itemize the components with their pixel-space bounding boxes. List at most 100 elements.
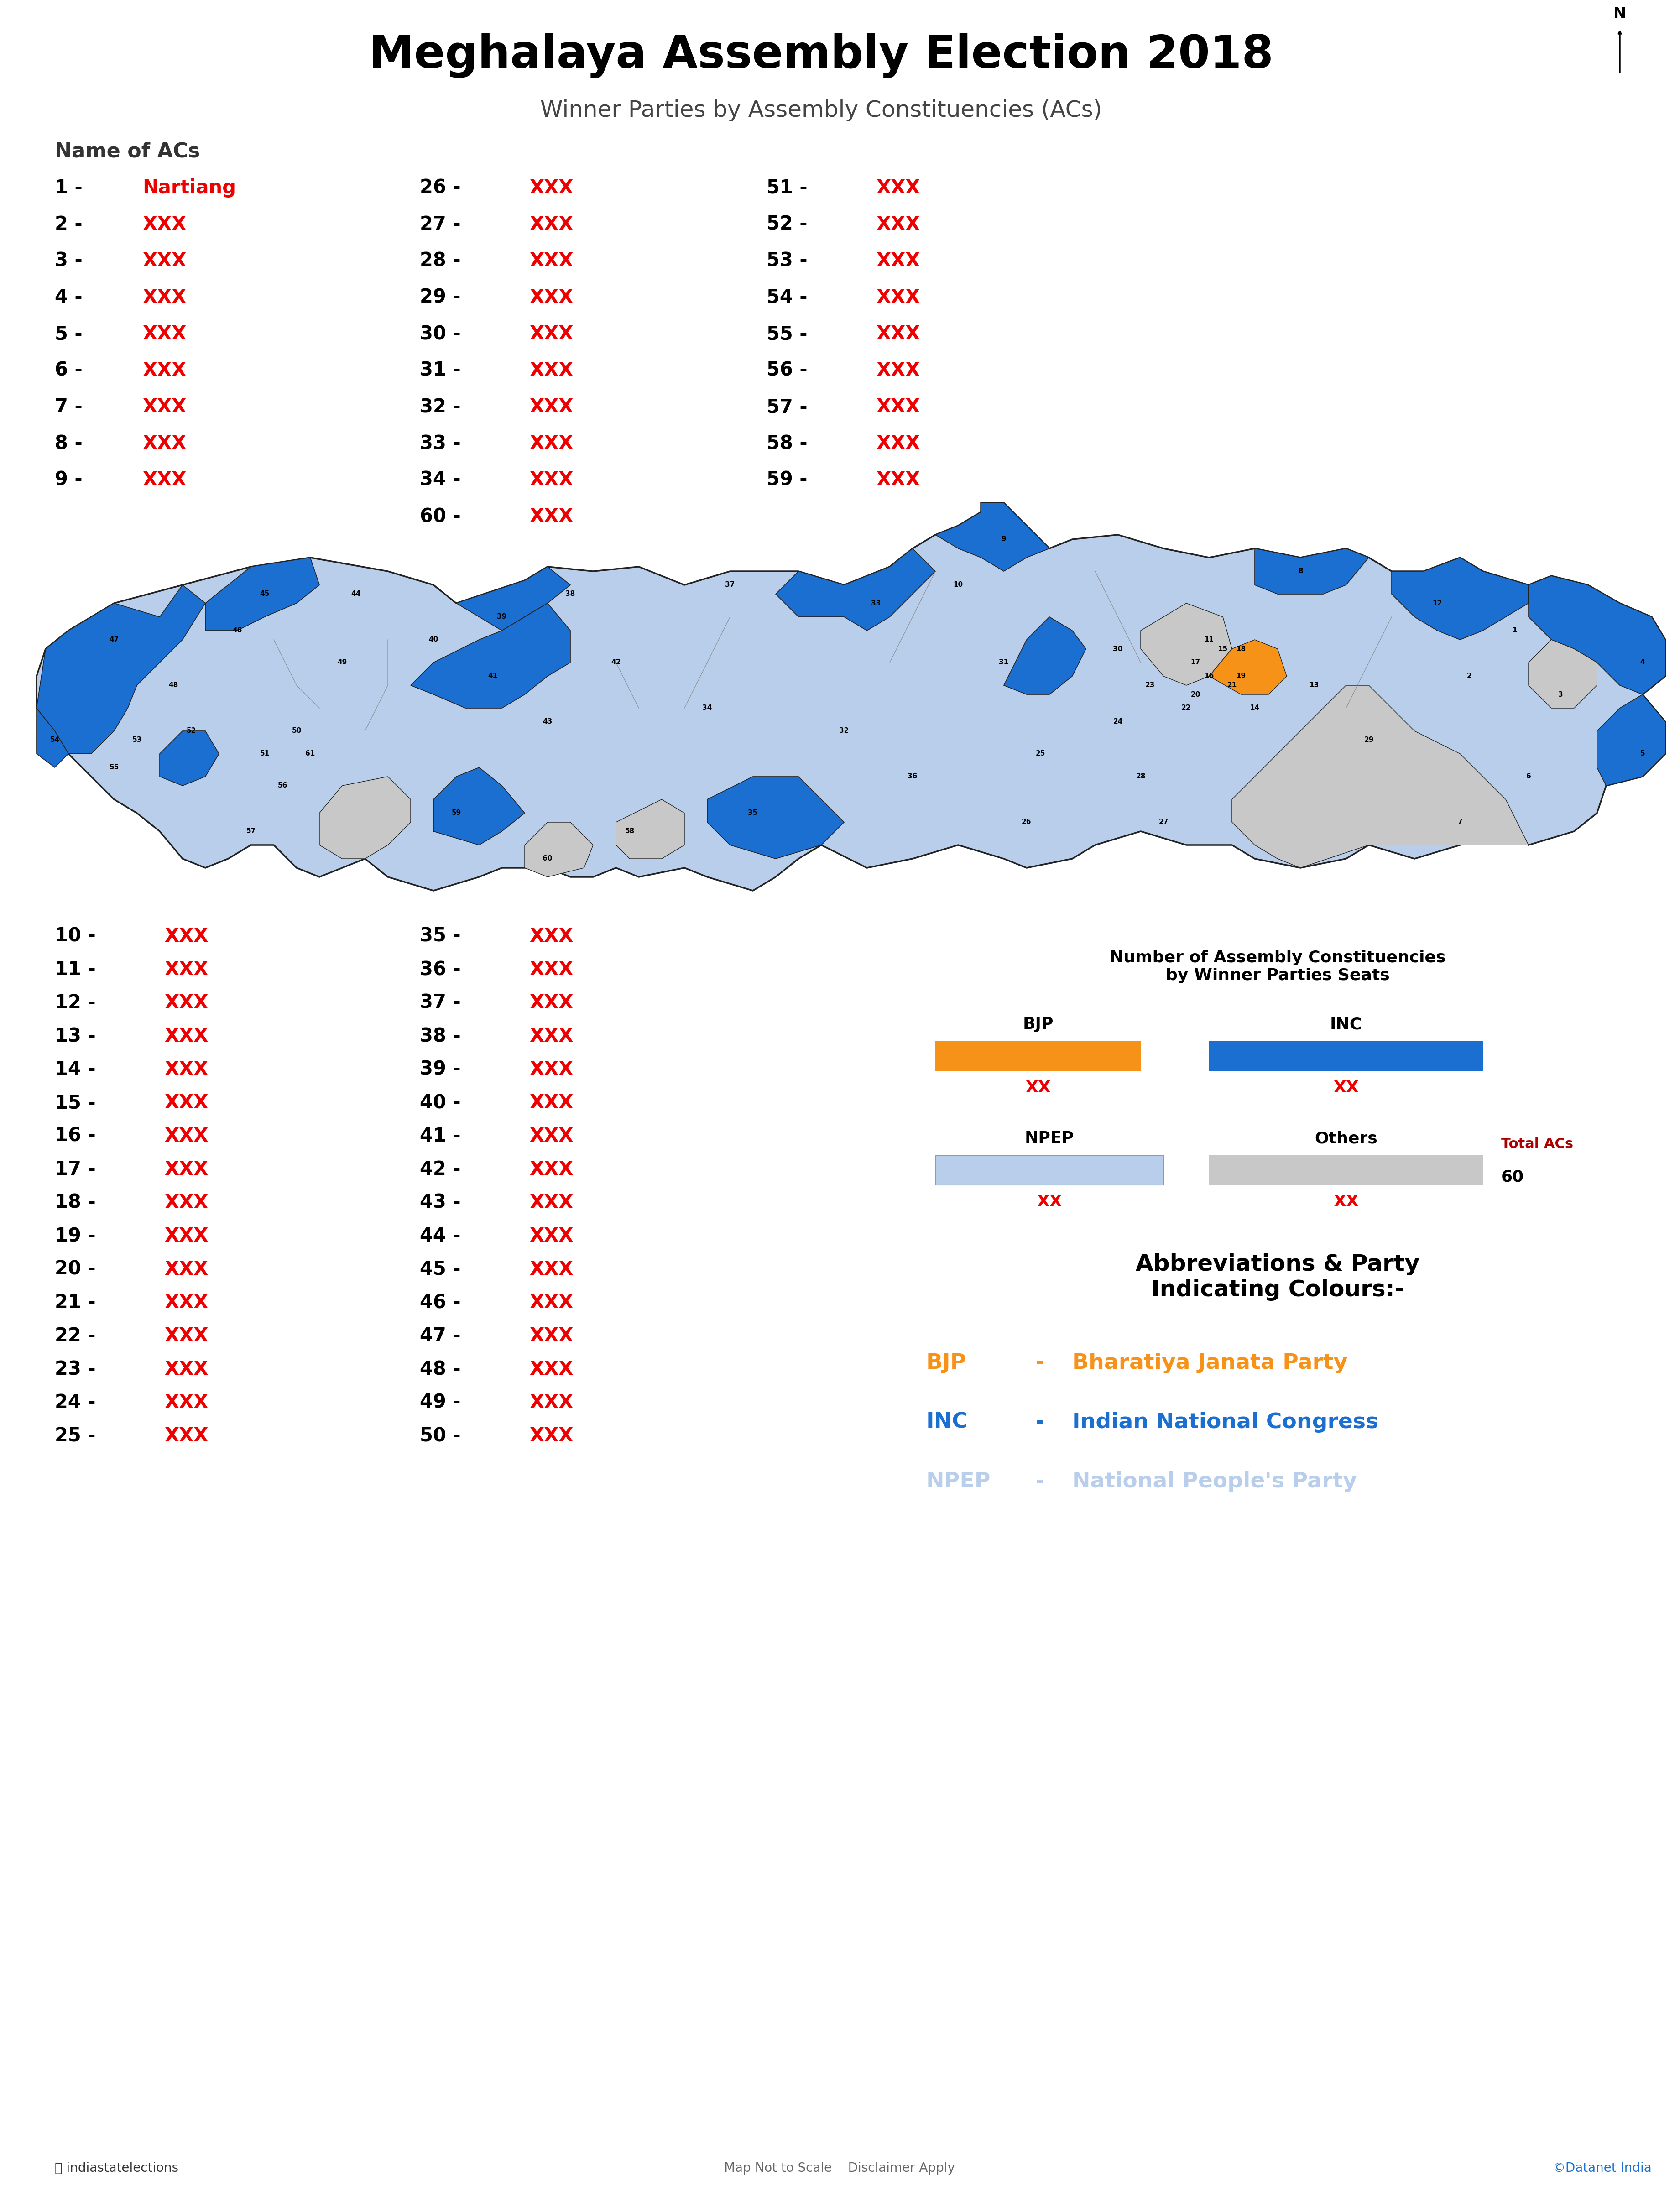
Text: XXX: XXX (875, 252, 921, 269)
Text: XXX: XXX (165, 1028, 208, 1045)
Text: Bharatiya Janata Party: Bharatiya Janata Party (1072, 1352, 1347, 1374)
Text: XXX: XXX (529, 1293, 573, 1312)
Text: XX: XX (1025, 1080, 1050, 1096)
Text: 27 -: 27 - (420, 215, 467, 234)
Text: XXX: XXX (165, 1426, 208, 1446)
Text: 42 -: 42 - (420, 1159, 467, 1179)
Polygon shape (1255, 548, 1369, 594)
Polygon shape (1598, 695, 1665, 787)
Text: 3: 3 (1557, 690, 1562, 699)
Text: NPEP: NPEP (1025, 1131, 1074, 1146)
Text: 29 -: 29 - (420, 287, 467, 307)
Text: XXX: XXX (165, 960, 208, 979)
Text: 46: 46 (232, 627, 242, 633)
Text: XXX: XXX (529, 1326, 573, 1345)
Text: 59: 59 (452, 811, 460, 817)
Polygon shape (617, 800, 684, 859)
Text: 4 -: 4 - (55, 287, 89, 307)
Text: 55 -: 55 - (766, 324, 815, 344)
Text: 21 -: 21 - (55, 1293, 102, 1312)
Text: 20: 20 (1191, 690, 1200, 699)
Text: 51: 51 (260, 749, 269, 758)
Polygon shape (936, 502, 1050, 572)
Text: 58: 58 (625, 828, 635, 835)
Text: XXX: XXX (529, 1361, 573, 1378)
Text: XXX: XXX (529, 252, 573, 269)
Text: 10 -: 10 - (55, 927, 102, 947)
Text: 37 -: 37 - (420, 993, 467, 1012)
Polygon shape (1529, 576, 1665, 695)
Text: -: - (1037, 1352, 1045, 1374)
Polygon shape (37, 502, 1665, 890)
Text: 1 -: 1 - (55, 177, 89, 197)
Text: 36: 36 (907, 773, 917, 780)
FancyBboxPatch shape (936, 1041, 1141, 1071)
Polygon shape (410, 603, 570, 708)
Text: 47: 47 (109, 635, 119, 644)
Text: National People's Party: National People's Party (1072, 1470, 1357, 1492)
Text: 57 -: 57 - (766, 397, 815, 416)
Text: 30: 30 (1114, 646, 1122, 653)
Polygon shape (707, 776, 843, 859)
Text: 41: 41 (487, 673, 497, 679)
Text: XX: XX (1037, 1194, 1062, 1209)
Text: 36 -: 36 - (420, 960, 467, 979)
Text: 52: 52 (186, 727, 197, 734)
Text: 43: 43 (543, 719, 553, 725)
Text: 51 -: 51 - (766, 177, 815, 197)
Text: XXX: XXX (143, 397, 186, 416)
Text: 20 -: 20 - (55, 1260, 102, 1280)
Text: 2 -: 2 - (55, 215, 89, 234)
Text: 7: 7 (1458, 819, 1463, 826)
Text: XXX: XXX (529, 506, 573, 526)
Text: 38 -: 38 - (420, 1028, 467, 1045)
Text: -: - (1037, 1411, 1045, 1433)
Text: 27: 27 (1159, 819, 1168, 826)
Text: 49: 49 (338, 659, 348, 666)
Text: 25 -: 25 - (55, 1426, 102, 1446)
Text: 11: 11 (1205, 635, 1215, 644)
Text: 12 -: 12 - (55, 993, 102, 1012)
Text: 24: 24 (1112, 719, 1122, 725)
Text: XXX: XXX (875, 471, 921, 489)
Text: NPEP: NPEP (926, 1470, 991, 1492)
Text: 7 -: 7 - (55, 397, 89, 416)
Text: XXX: XXX (143, 215, 186, 234)
Text: 12: 12 (1433, 600, 1441, 607)
Text: -: - (1037, 1470, 1045, 1492)
Text: 9 -: 9 - (55, 471, 89, 489)
Text: 28 -: 28 - (420, 252, 467, 269)
Text: 50: 50 (292, 727, 301, 734)
Text: Name of ACs: Name of ACs (55, 142, 200, 162)
Text: XXX: XXX (165, 927, 208, 947)
FancyBboxPatch shape (936, 1155, 1164, 1185)
Text: 24 -: 24 - (55, 1393, 102, 1413)
Polygon shape (205, 557, 319, 631)
Text: Others: Others (1314, 1131, 1378, 1146)
Text: 39 -: 39 - (420, 1060, 467, 1080)
Text: BJP: BJP (1023, 1017, 1053, 1032)
Polygon shape (1210, 640, 1287, 695)
Text: XXX: XXX (529, 1194, 573, 1212)
Text: XXX: XXX (529, 397, 573, 416)
Text: 54: 54 (50, 736, 59, 743)
Text: 22: 22 (1181, 706, 1191, 712)
Text: XXX: XXX (529, 1028, 573, 1045)
Text: 14: 14 (1250, 706, 1260, 712)
Text: 31 -: 31 - (420, 362, 467, 379)
Text: 14 -: 14 - (55, 1060, 102, 1080)
Text: XXX: XXX (165, 1060, 208, 1080)
Text: XXX: XXX (165, 1361, 208, 1378)
Text: 8 -: 8 - (55, 434, 89, 454)
Text: 45 -: 45 - (420, 1260, 467, 1280)
Text: XXX: XXX (143, 471, 186, 489)
Text: 56 -: 56 - (766, 362, 815, 379)
Text: 19: 19 (1236, 673, 1247, 679)
Text: XXX: XXX (165, 1194, 208, 1212)
Text: XXX: XXX (875, 397, 921, 416)
Text: 11 -: 11 - (55, 960, 102, 979)
Text: 60: 60 (1502, 1170, 1524, 1185)
Text: 6: 6 (1525, 773, 1530, 780)
Text: 46 -: 46 - (420, 1293, 467, 1312)
Text: 8: 8 (1299, 567, 1302, 574)
